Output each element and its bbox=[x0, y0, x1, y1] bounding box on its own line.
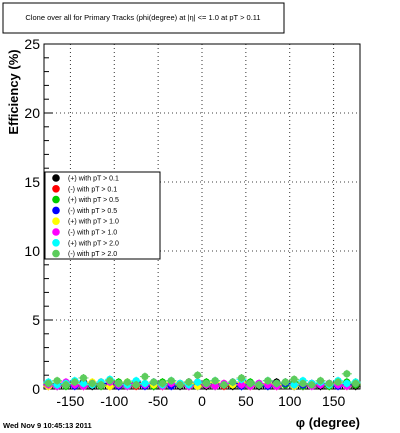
data-point bbox=[212, 377, 219, 384]
legend-marker bbox=[52, 185, 60, 193]
legend-marker bbox=[52, 207, 60, 215]
data-point bbox=[343, 370, 350, 377]
legend-marker bbox=[52, 196, 60, 204]
data-point bbox=[291, 376, 298, 383]
legend-marker bbox=[52, 239, 60, 247]
data-point bbox=[255, 381, 262, 388]
data-point bbox=[71, 379, 78, 386]
data-point bbox=[194, 379, 201, 386]
data-point bbox=[124, 379, 131, 386]
legend-marker bbox=[52, 174, 60, 182]
data-point bbox=[247, 380, 254, 387]
data-point bbox=[168, 377, 175, 384]
legend-marker bbox=[52, 250, 60, 258]
data-point bbox=[238, 374, 245, 381]
legend-label: (+) with pT > 0.5 bbox=[68, 197, 119, 204]
data-point bbox=[352, 380, 359, 387]
legend: (+) with pT > 0.1 (-) with pT > 0.1 (+) wi… bbox=[45, 172, 160, 259]
legend-label: (-) with pT > 0.1 bbox=[68, 186, 117, 193]
data-point bbox=[299, 380, 306, 387]
data-point bbox=[106, 377, 113, 384]
data-point bbox=[203, 380, 210, 387]
y-tick-label: 0 bbox=[32, 381, 40, 397]
data-point bbox=[62, 381, 69, 388]
data-point bbox=[334, 379, 341, 386]
data-point bbox=[308, 381, 315, 388]
data-point bbox=[317, 377, 324, 384]
data-point bbox=[229, 379, 236, 386]
data-point bbox=[220, 381, 227, 388]
legend-label: (-) with pT > 1.0 bbox=[68, 230, 117, 237]
data-point bbox=[54, 377, 61, 384]
legend-label: (-) with pT > 2.0 bbox=[68, 251, 117, 258]
data-point bbox=[45, 380, 52, 387]
y-tick-label: 20 bbox=[24, 105, 40, 121]
y-tick-labels: 0 5 10 15 20 25 bbox=[24, 36, 40, 397]
x-tick-label: 150 bbox=[322, 393, 346, 409]
data-point bbox=[176, 381, 183, 388]
x-tick-label: -100 bbox=[100, 393, 128, 409]
data-point bbox=[282, 379, 289, 386]
legend-label: (+) with pT > 1.0 bbox=[68, 219, 119, 226]
data-point bbox=[80, 374, 87, 381]
data-point bbox=[159, 380, 166, 387]
legend-label: (-) with pT > 0.5 bbox=[68, 208, 117, 215]
data-point bbox=[115, 380, 122, 387]
x-tick-label: 50 bbox=[238, 393, 254, 409]
legend-marker bbox=[52, 228, 60, 236]
legend-marker bbox=[52, 217, 60, 225]
y-tick-label: 25 bbox=[24, 36, 40, 52]
data-point bbox=[194, 372, 201, 379]
x-tick-label: -50 bbox=[148, 393, 168, 409]
x-tick-label: -150 bbox=[56, 393, 84, 409]
data-point bbox=[343, 380, 350, 387]
y-axis-title: Efficiency (%) bbox=[6, 49, 21, 134]
y-tick-label: 15 bbox=[24, 174, 40, 190]
data-point bbox=[273, 380, 280, 387]
footer-timestamp: Wed Nov 9 10:45:13 2011 bbox=[3, 421, 92, 430]
x-axis-title: φ (degree) bbox=[296, 415, 360, 430]
x-tick-label: 100 bbox=[278, 393, 302, 409]
data-point bbox=[264, 377, 271, 384]
data-point bbox=[185, 379, 192, 386]
legend-label: (+) with pT > 2.0 bbox=[68, 240, 119, 247]
data-point bbox=[97, 381, 104, 388]
legend-label: (+) with pT > 0.1 bbox=[68, 176, 119, 183]
chart-title: Clone over all for Primary Tracks (phi(d… bbox=[25, 13, 260, 22]
data-point bbox=[326, 380, 333, 387]
x-tick-labels: -150 -100 -50 0 50 100 150 bbox=[56, 393, 345, 409]
data-point bbox=[141, 380, 148, 387]
data-point bbox=[133, 381, 140, 388]
data-point bbox=[141, 373, 148, 380]
x-tick-label: 0 bbox=[198, 393, 206, 409]
data-point bbox=[150, 379, 157, 386]
data-point bbox=[89, 380, 96, 387]
y-tick-label: 5 bbox=[32, 312, 40, 328]
chart-title-box: Clone over all for Primary Tracks (phi(d… bbox=[3, 3, 284, 33]
y-tick-label: 10 bbox=[24, 243, 40, 259]
